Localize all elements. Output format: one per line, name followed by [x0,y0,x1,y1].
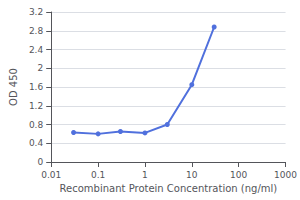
svg-text:1000: 1000 [274,170,297,180]
svg-text:2: 2 [37,63,43,73]
svg-text:OD 450: OD 450 [8,68,19,106]
svg-text:0.8: 0.8 [29,120,44,130]
svg-text:0: 0 [37,157,43,167]
svg-text:3.2: 3.2 [29,7,43,17]
svg-text:0.1: 0.1 [91,170,105,180]
svg-text:0.01: 0.01 [41,170,61,180]
svg-text:1: 1 [142,170,148,180]
svg-text:1.6: 1.6 [29,82,44,92]
svg-text:2.4: 2.4 [29,45,44,55]
svg-text:1.2: 1.2 [29,101,43,111]
svg-text:100: 100 [230,170,247,180]
svg-text:Recombinant Protein Concentrat: Recombinant Protein Concentration (ng/ml… [60,183,278,194]
svg-text:10: 10 [186,170,198,180]
svg-text:2.8: 2.8 [29,26,44,36]
svg-text:0.4: 0.4 [29,138,44,148]
